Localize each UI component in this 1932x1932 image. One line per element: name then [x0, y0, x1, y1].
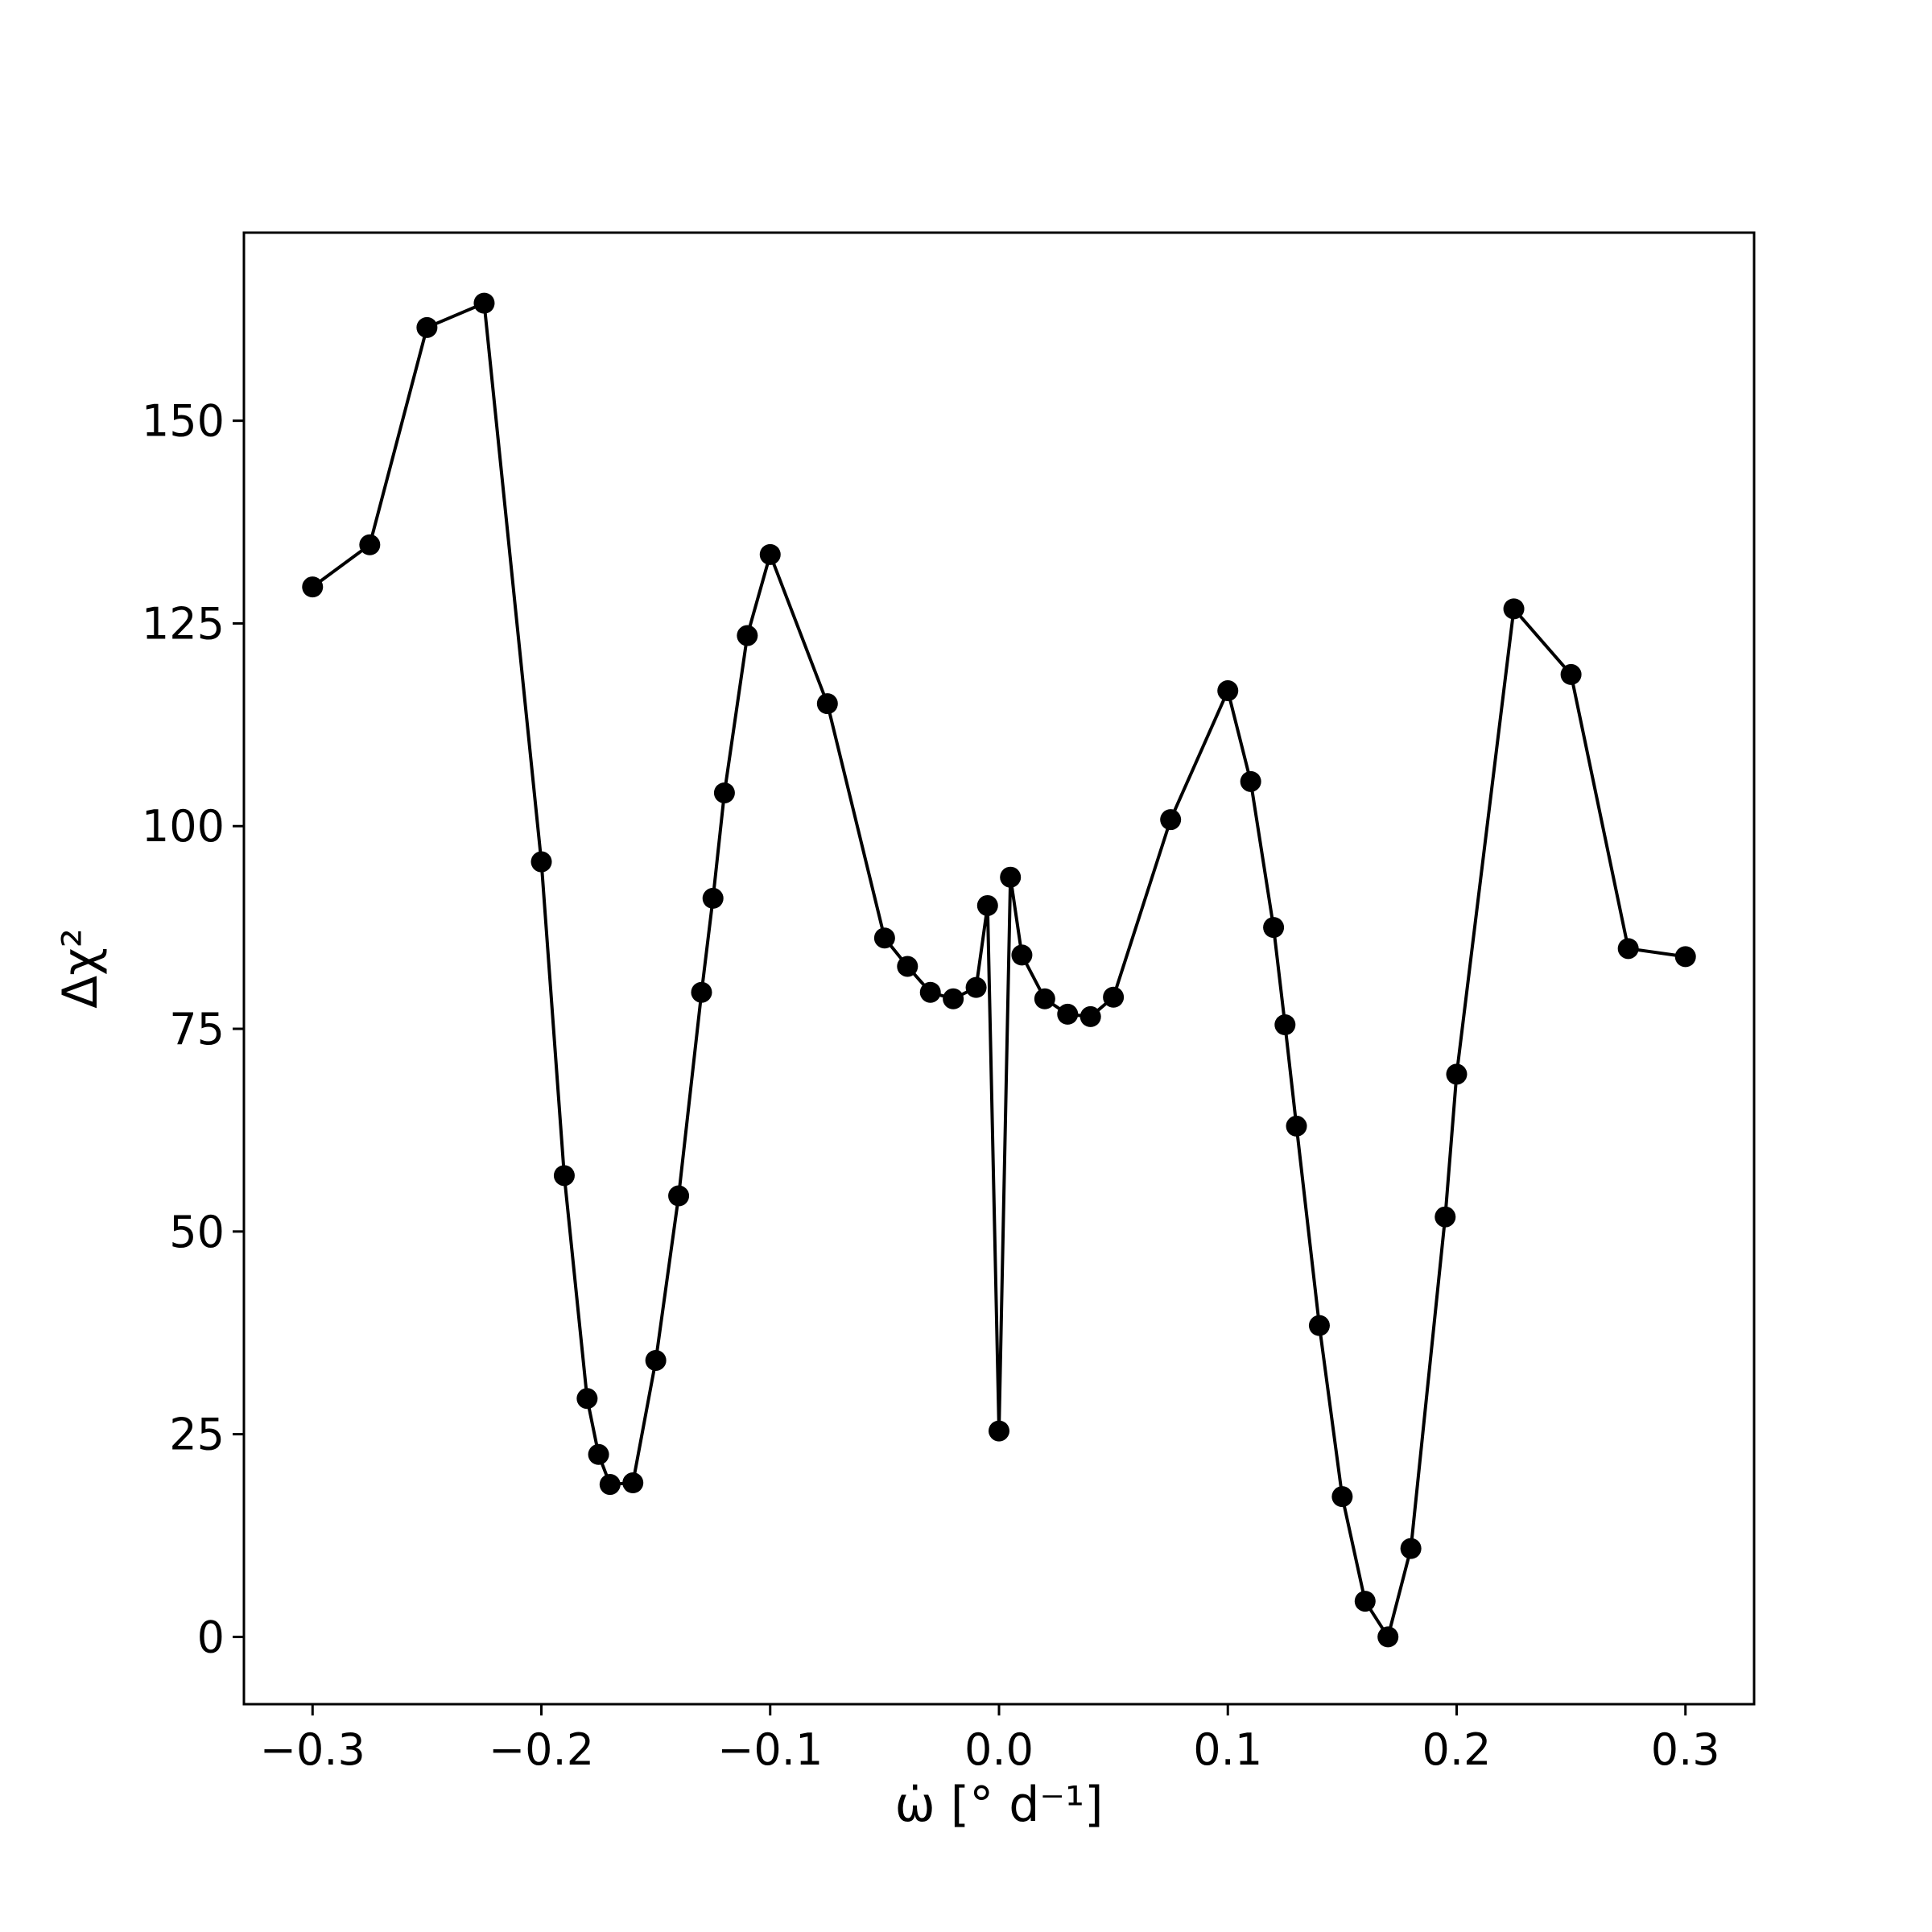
- data-point: [668, 1185, 690, 1207]
- data-point: [359, 534, 381, 555]
- y-tick-label: 50: [169, 1207, 225, 1257]
- data-point: [1560, 663, 1582, 685]
- y-tick-label: 0: [197, 1612, 225, 1662]
- x-tick-label: 0.1: [1193, 1724, 1262, 1775]
- data-point: [645, 1349, 667, 1371]
- data-point: [1435, 1206, 1456, 1228]
- data-point: [943, 988, 964, 1009]
- data-point: [1308, 1315, 1330, 1336]
- data-point: [1000, 866, 1022, 888]
- data-point: [1011, 944, 1033, 966]
- x-tick-label: −0.2: [489, 1724, 594, 1775]
- x-tick-label: 0.2: [1422, 1724, 1492, 1775]
- data-point: [1446, 1063, 1468, 1085]
- x-tick-label: −0.3: [260, 1724, 365, 1775]
- y-tick-label: 25: [169, 1410, 225, 1460]
- data-point: [1354, 1591, 1376, 1612]
- y-tick-label: 100: [142, 801, 225, 852]
- data-point: [1617, 938, 1639, 960]
- data-point: [759, 543, 781, 565]
- data-point: [965, 976, 987, 998]
- data-point: [473, 292, 495, 314]
- data-point: [302, 576, 324, 598]
- data-point: [416, 316, 438, 338]
- data-point: [1377, 1626, 1399, 1648]
- data-point: [691, 981, 712, 1003]
- data-point: [737, 625, 758, 646]
- data-point: [599, 1474, 621, 1496]
- data-point: [1674, 946, 1696, 968]
- data-point: [1160, 809, 1182, 831]
- y-tick-label: 125: [142, 598, 225, 649]
- x-tick-label: 0.0: [964, 1724, 1034, 1775]
- data-point: [622, 1472, 644, 1494]
- data-point: [1503, 598, 1525, 620]
- data-point: [976, 894, 998, 916]
- data-point: [1263, 917, 1285, 939]
- data-point: [1240, 770, 1261, 792]
- data-point: [1274, 1013, 1296, 1035]
- data-point: [1331, 1486, 1353, 1508]
- data-point: [576, 1388, 598, 1410]
- y-tick-label: 150: [142, 396, 225, 447]
- data-point: [530, 851, 552, 873]
- y-tick-label: 75: [169, 1004, 225, 1055]
- data-point: [989, 1420, 1009, 1442]
- y-axis-label: Δχ²: [52, 928, 109, 1009]
- data-point: [553, 1165, 575, 1187]
- x-tick-label: 0.3: [1651, 1724, 1720, 1775]
- data-point: [1103, 986, 1125, 1008]
- data-point: [897, 956, 919, 977]
- data-point: [873, 927, 895, 949]
- plot-frame: [242, 231, 1756, 1706]
- data-point: [702, 887, 724, 909]
- data-point: [588, 1443, 609, 1465]
- data-point: [1217, 680, 1239, 702]
- x-axis-label: ω̇ [° d⁻¹]: [894, 1777, 1103, 1833]
- data-point: [816, 693, 838, 715]
- data-point: [919, 981, 941, 1003]
- data-point: [713, 782, 735, 803]
- data-point: [1400, 1538, 1422, 1559]
- data-point: [1286, 1115, 1307, 1137]
- x-tick-label: −0.1: [717, 1724, 823, 1775]
- data-point: [1057, 1003, 1079, 1025]
- data-point: [1034, 988, 1055, 1009]
- data-point: [1080, 1005, 1101, 1027]
